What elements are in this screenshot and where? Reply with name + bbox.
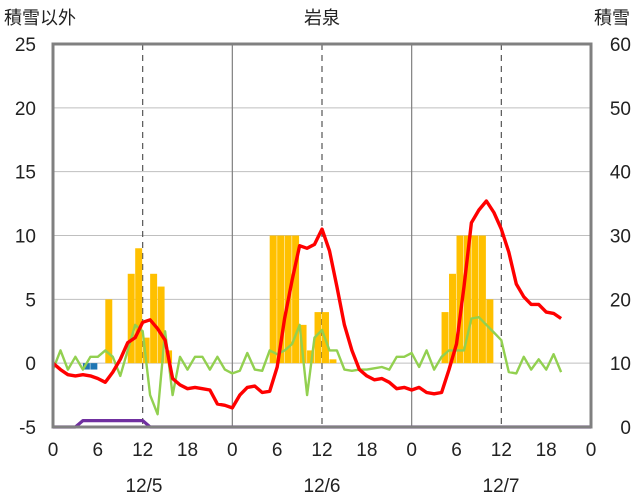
precip-bar xyxy=(269,235,277,364)
x-tick: 12 xyxy=(491,440,512,461)
date-label-3: 12/7 xyxy=(483,476,520,497)
precip-bar xyxy=(292,235,300,364)
precip-bar xyxy=(486,299,494,364)
x-tick: 18 xyxy=(536,440,557,461)
right-y-tick: 10 xyxy=(610,354,631,375)
left-y-tick: -5 xyxy=(19,418,36,439)
precip-bar xyxy=(127,273,135,364)
plot-frame xyxy=(51,42,593,429)
left-axis-label: 積雪以外 xyxy=(4,8,76,29)
x-tick: 6 xyxy=(272,440,283,461)
x-tick: 12 xyxy=(132,440,153,461)
x-tick: 18 xyxy=(177,440,198,461)
left-y-tick: 25 xyxy=(15,35,36,56)
precip-bar xyxy=(157,286,165,364)
precip-bar xyxy=(135,248,143,364)
chart-title: 岩泉 xyxy=(304,8,340,29)
left-y-tick: 10 xyxy=(15,227,36,248)
date-label-2: 12/6 xyxy=(304,476,341,497)
x-tick: 0 xyxy=(48,440,59,461)
precip-bar xyxy=(463,235,471,364)
x-tick: 0 xyxy=(586,440,597,461)
x-tick: 12 xyxy=(311,440,332,461)
right-y-tick: 0 xyxy=(620,418,631,439)
right-y-tick: 60 xyxy=(610,35,631,56)
precip-bar xyxy=(449,273,456,364)
red-line xyxy=(51,199,563,410)
precip-bar xyxy=(299,324,307,364)
precip-bar xyxy=(329,359,337,364)
gridlines xyxy=(53,43,591,427)
x-tick: 18 xyxy=(356,440,377,461)
precip-bar xyxy=(90,363,98,370)
precip-bar xyxy=(105,299,113,364)
left-y-tick: 5 xyxy=(25,290,36,311)
precip-bar xyxy=(82,363,90,370)
left-y-tick: 0 xyxy=(25,354,36,375)
date-label-1: 12/5 xyxy=(126,476,163,497)
precip-bar xyxy=(307,350,315,364)
precip-bar xyxy=(277,235,285,364)
right-axis-label: 積雪 xyxy=(594,8,630,29)
green-line xyxy=(51,316,563,416)
x-tick: 6 xyxy=(93,440,104,461)
x-tick: 0 xyxy=(227,440,238,461)
right-y-tick: 40 xyxy=(610,163,631,184)
x-tick: 6 xyxy=(451,440,462,461)
precip-bar xyxy=(456,235,464,364)
precip-bar xyxy=(478,235,486,364)
precip-bar xyxy=(150,273,158,364)
right-y-tick: 50 xyxy=(610,99,631,120)
left-y-tick: 20 xyxy=(15,99,36,120)
right-y-tick: 30 xyxy=(610,227,631,248)
precip-bar xyxy=(142,337,150,364)
precip-bar xyxy=(471,235,479,364)
left-y-tick: 15 xyxy=(15,163,36,184)
precip-bar xyxy=(314,312,322,364)
right-y-tick: 20 xyxy=(610,290,631,311)
x-tick: 0 xyxy=(406,440,417,461)
precip-bar xyxy=(441,312,449,364)
